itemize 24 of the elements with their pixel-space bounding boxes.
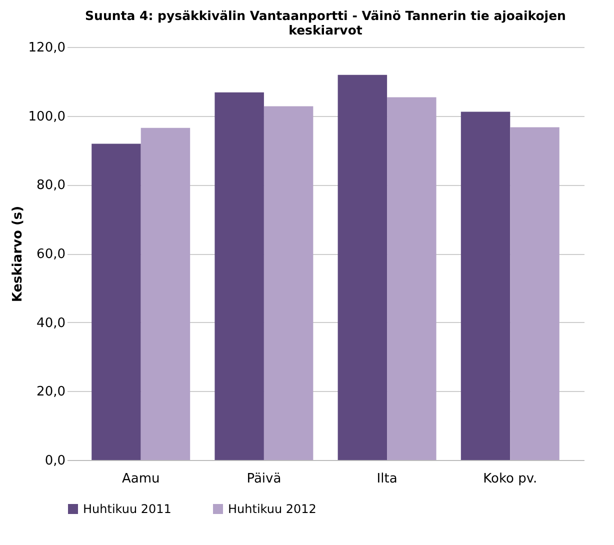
y-tick-label: 20,0 <box>36 384 66 400</box>
y-axis-title: Keskiarvo (s) <box>10 206 26 302</box>
y-tick-label: 100,0 <box>28 109 66 124</box>
x-tick-label: Päivä <box>246 472 282 486</box>
x-tick-label: Koko pv. <box>483 472 538 486</box>
y-tick-label: 60,0 <box>36 247 66 262</box>
legend-label: Huhtikuu 2012 <box>228 502 316 516</box>
x-tick-label: Ilta <box>376 472 398 486</box>
x-tick-label: Aamu <box>122 472 160 486</box>
y-tick-label: 120,0 <box>28 40 66 56</box>
text: keskiarvot <box>288 22 362 38</box>
bar <box>140 128 190 460</box>
bar <box>460 112 510 460</box>
text: Suunta 4: pysäkkivälin Vantaanportti - Väinö Tannerin tie ajoaikojen <box>85 8 566 23</box>
bar <box>510 127 560 460</box>
bar <box>264 106 314 460</box>
bar <box>92 144 141 460</box>
bar <box>214 92 264 460</box>
legend-label: Huhtikuu 2011 <box>83 502 172 516</box>
y-tick-label: 80,0 <box>36 178 66 194</box>
y-tick-label: 0,0 <box>44 454 66 468</box>
bar <box>338 74 388 460</box>
bar <box>387 97 436 460</box>
y-tick-label: 40,0 <box>36 316 66 331</box>
